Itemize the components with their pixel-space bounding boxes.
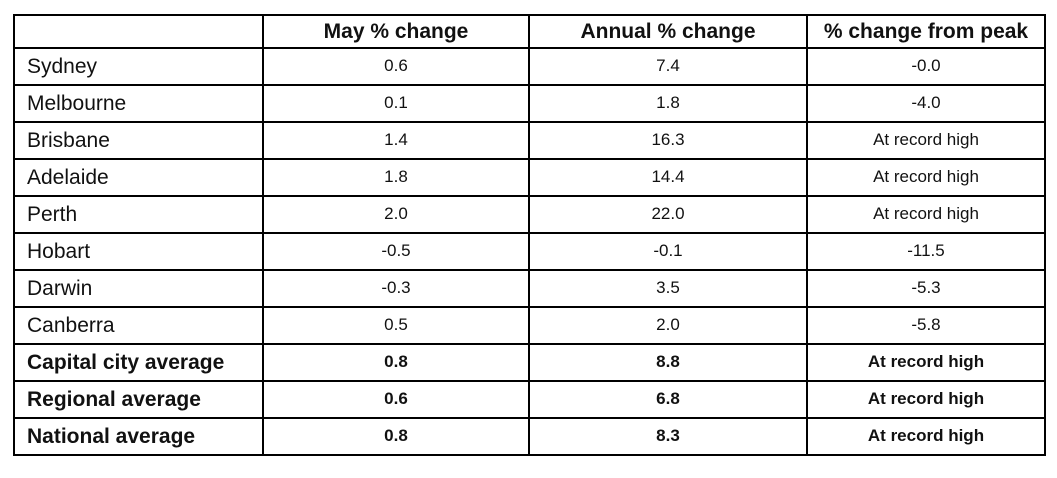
cell-change-from-peak: At record high bbox=[806, 343, 1046, 382]
row-label: Canberra bbox=[13, 306, 264, 345]
table-row-perth: Perth 2.0 22.0 At record high bbox=[13, 195, 1046, 234]
table-row-adelaide: Adelaide 1.8 14.4 At record high bbox=[13, 158, 1046, 197]
cell-annual-change: 8.3 bbox=[528, 417, 808, 456]
cell-may-change: 1.8 bbox=[262, 158, 530, 197]
cell-may-change: 2.0 bbox=[262, 195, 530, 234]
cell-change-from-peak: -11.5 bbox=[806, 232, 1046, 271]
cell-annual-change: 22.0 bbox=[528, 195, 808, 234]
cell-annual-change: 16.3 bbox=[528, 121, 808, 160]
cell-may-change: 0.1 bbox=[262, 84, 530, 123]
table-row-national-average: National average 0.8 8.3 At record high bbox=[13, 417, 1046, 456]
row-label: Brisbane bbox=[13, 121, 264, 160]
header-region-blank bbox=[13, 14, 264, 49]
cell-change-from-peak: At record high bbox=[806, 380, 1046, 419]
cell-annual-change: 1.8 bbox=[528, 84, 808, 123]
cell-change-from-peak: -5.3 bbox=[806, 269, 1046, 308]
cell-annual-change: 7.4 bbox=[528, 47, 808, 86]
row-label: Perth bbox=[13, 195, 264, 234]
cell-annual-change: -0.1 bbox=[528, 232, 808, 271]
row-label: Sydney bbox=[13, 47, 264, 86]
row-label: Adelaide bbox=[13, 158, 264, 197]
row-label: Hobart bbox=[13, 232, 264, 271]
cell-may-change: -0.3 bbox=[262, 269, 530, 308]
cell-may-change: 0.5 bbox=[262, 306, 530, 345]
cell-change-from-peak: At record high bbox=[806, 417, 1046, 456]
cell-change-from-peak: At record high bbox=[806, 121, 1046, 160]
row-label: Melbourne bbox=[13, 84, 264, 123]
row-label: National average bbox=[13, 417, 264, 456]
cell-may-change: 0.8 bbox=[262, 417, 530, 456]
header-may-pct-change: May % change bbox=[262, 14, 530, 49]
row-label: Regional average bbox=[13, 380, 264, 419]
housing-change-table-container: May % change Annual % change % change fr… bbox=[13, 14, 1046, 456]
table-row-brisbane: Brisbane 1.4 16.3 At record high bbox=[13, 121, 1046, 160]
cell-annual-change: 6.8 bbox=[528, 380, 808, 419]
cell-annual-change: 8.8 bbox=[528, 343, 808, 382]
table-row-canberra: Canberra 0.5 2.0 -5.8 bbox=[13, 306, 1046, 345]
header-row: May % change Annual % change % change fr… bbox=[13, 14, 1046, 49]
header-annual-pct-change: Annual % change bbox=[528, 14, 808, 49]
housing-change-table: May % change Annual % change % change fr… bbox=[13, 14, 1046, 456]
cell-annual-change: 14.4 bbox=[528, 158, 808, 197]
table-row-melbourne: Melbourne 0.1 1.8 -4.0 bbox=[13, 84, 1046, 123]
cell-change-from-peak: -4.0 bbox=[806, 84, 1046, 123]
cell-change-from-peak: At record high bbox=[806, 158, 1046, 197]
table-row-regional-average: Regional average 0.6 6.8 At record high bbox=[13, 380, 1046, 419]
cell-may-change: -0.5 bbox=[262, 232, 530, 271]
cell-may-change: 0.6 bbox=[262, 380, 530, 419]
cell-change-from-peak: -0.0 bbox=[806, 47, 1046, 86]
cell-may-change: 0.8 bbox=[262, 343, 530, 382]
cell-may-change: 1.4 bbox=[262, 121, 530, 160]
table-row-sydney: Sydney 0.6 7.4 -0.0 bbox=[13, 47, 1046, 86]
cell-may-change: 0.6 bbox=[262, 47, 530, 86]
row-label: Darwin bbox=[13, 269, 264, 308]
cell-change-from-peak: At record high bbox=[806, 195, 1046, 234]
cell-change-from-peak: -5.8 bbox=[806, 306, 1046, 345]
cell-annual-change: 3.5 bbox=[528, 269, 808, 308]
header-pct-change-from-peak: % change from peak bbox=[806, 14, 1046, 49]
cell-annual-change: 2.0 bbox=[528, 306, 808, 345]
table-row-hobart: Hobart -0.5 -0.1 -11.5 bbox=[13, 232, 1046, 271]
table-row-capital-city-average: Capital city average 0.8 8.8 At record h… bbox=[13, 343, 1046, 382]
row-label: Capital city average bbox=[13, 343, 264, 382]
table-row-darwin: Darwin -0.3 3.5 -5.3 bbox=[13, 269, 1046, 308]
